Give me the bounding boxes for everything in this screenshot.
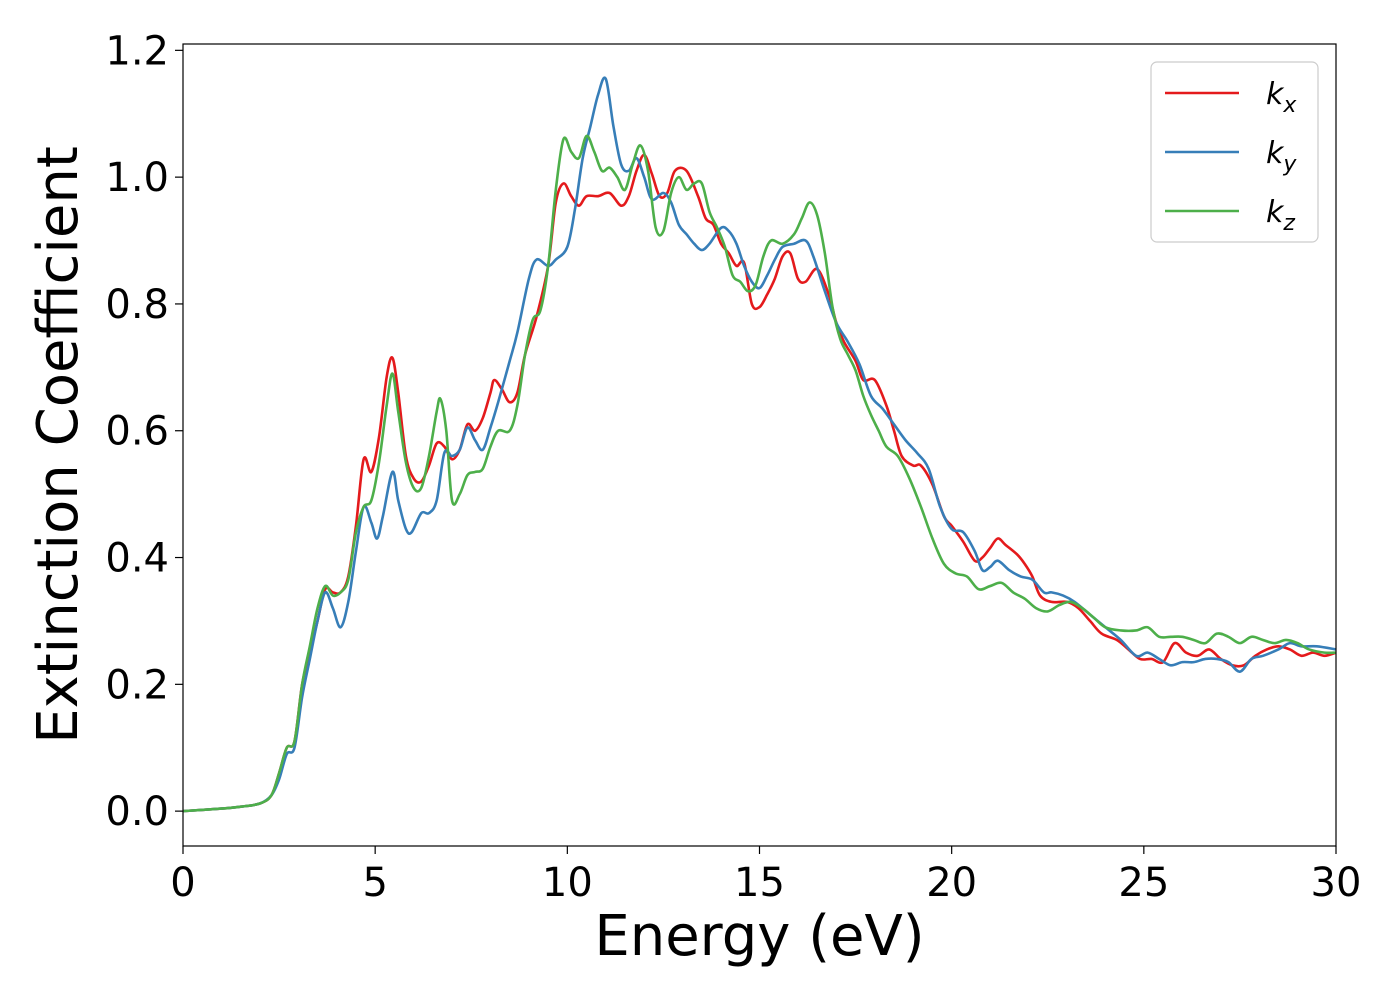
y-tick-label: 0.4: [105, 536, 169, 582]
legend-label: kx: [1266, 77, 1297, 118]
legend-label-sub: y: [1282, 152, 1297, 177]
legend-label-sub: z: [1282, 211, 1295, 236]
legend-label: ky: [1266, 136, 1297, 177]
y-tick-label: 0.0: [105, 789, 169, 835]
y-axis-title: Extinction Coefficient: [26, 146, 91, 744]
legend-label-sub: x: [1282, 93, 1297, 118]
y-tick-label: 0.2: [105, 662, 169, 708]
y-tick-label: 0.6: [105, 409, 169, 455]
legend-entry-ky: ky: [1165, 136, 1297, 177]
x-tick-label: 5: [362, 860, 387, 906]
legend-entry-kz: kz: [1165, 195, 1295, 236]
legend-label: kz: [1266, 195, 1295, 236]
x-tick-label: 0: [170, 860, 195, 906]
y-axis-ticks: 0.0 0.2 0.4 0.6 0.8 1.0 1.2: [105, 28, 183, 835]
x-tick-label: 20: [926, 860, 977, 906]
legend-label-main: k: [1266, 195, 1285, 230]
x-tick-label: 30: [1311, 860, 1362, 906]
x-axis-ticks: 0 5 10 15 20 25 30: [170, 846, 1361, 906]
x-axis-title: Energy (eV): [594, 904, 924, 969]
y-tick-label: 1.0: [105, 155, 169, 201]
legend-label-main: k: [1266, 136, 1285, 171]
y-tick-label: 1.2: [105, 28, 169, 74]
series-layer: [183, 76, 1336, 813]
x-tick-label: 15: [734, 860, 785, 906]
x-tick-label: 25: [1118, 860, 1169, 906]
x-tick-label: 10: [542, 860, 593, 906]
y-tick-label: 0.8: [105, 282, 169, 328]
legend-entry-kx: kx: [1165, 77, 1297, 118]
series-kz-line: [183, 134, 1336, 813]
legend-label-main: k: [1266, 77, 1285, 112]
